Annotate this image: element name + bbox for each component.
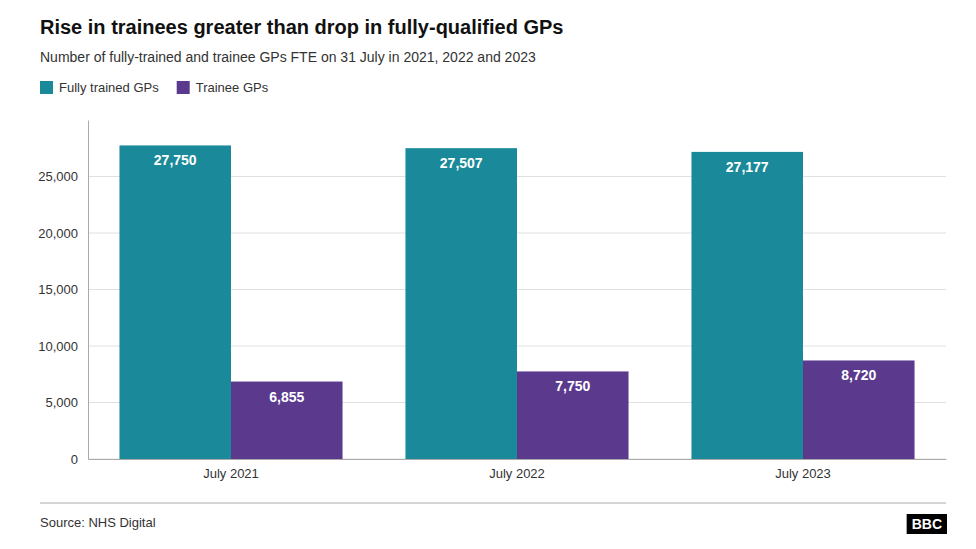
plot-area: 05,00010,00015,00020,00025,000July 2021J… [38,121,946,482]
y-tick: 10,000 [38,339,88,354]
y-tick: 0 [71,452,88,467]
legend-swatch [177,81,190,94]
data-label: 6,855 [269,389,304,405]
data-label: 27,177 [726,159,769,175]
legend-label: Fully trained GPs [59,80,159,95]
bar [517,371,629,459]
bar-series [119,145,803,459]
data-label: 8,720 [841,367,876,383]
annotation: BBC [912,516,942,532]
logo: BBC [907,514,947,534]
x-tick-label: July 2021 [203,466,259,481]
legend-item: Fully trained GPs [40,80,159,95]
y-axis: 0 5,000 10,000 15,000 20,000 25,000 [38,121,88,467]
y-tick-label: 5,000 [45,395,78,410]
footer-rule [40,503,946,504]
bar-series [231,360,915,459]
x-tick-label: July 2023 [775,466,831,481]
y-tick-label: 15,000 [38,282,78,297]
x-tick: July 2023 [775,466,831,481]
legend-item: Trainee GPs [177,80,269,95]
title: Rise in trainees greater than drop in fu… [40,16,563,38]
logo-box [907,514,947,534]
data-labels: 27,750 27,507 27,177 6,855 7,750 8,720 [154,152,877,404]
legend-label: Trainee GPs [196,80,269,95]
x-axis: July 2021 July 2022 July 2023 [89,460,947,482]
y-tick: 20,000 [38,226,88,241]
source: Source: NHS Digital [40,515,156,530]
data-label: 7,750 [555,378,590,394]
data-label: 27,507 [440,155,483,171]
y-axis-line [88,121,89,460]
y-tick: 15,000 [38,282,88,297]
data-label: 27,750 [154,152,197,168]
legend: Fully trained GPs Trainee GPs [40,80,269,95]
x-axis-line [89,459,947,460]
bar [231,382,343,459]
y-tick-label: 0 [71,452,78,467]
x-tick: July 2022 [489,466,545,481]
bar [691,152,803,459]
x-tick: July 2021 [203,466,259,481]
y-tick: 5,000 [45,395,88,410]
legend-swatch [40,81,53,94]
y-tick-label: 20,000 [38,226,78,241]
bar [405,148,517,459]
y-tick: 25,000 [38,169,88,184]
y-tick-label: 25,000 [38,169,78,184]
bars [119,145,914,459]
x-tick-label: July 2022 [489,466,545,481]
chart: Rise in trainees greater than drop in fu… [0,0,976,549]
subtitle: Number of fully-trained and trainee GPs … [40,49,536,65]
y-tick-label: 10,000 [38,339,78,354]
bar [119,145,231,459]
bar [803,360,915,459]
